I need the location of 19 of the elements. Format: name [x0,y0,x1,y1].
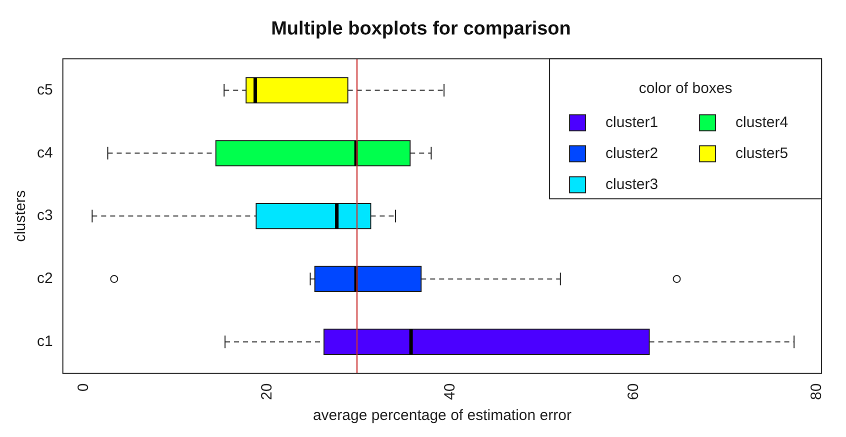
y-tick-label: c5 [37,81,53,98]
legend-label: cluster5 [736,144,788,162]
y-tick-label: c4 [37,144,53,162]
x-tick-label: 0 [75,383,92,392]
legend-title: color of boxes [638,80,732,97]
x-tick-label: 60 [624,383,642,400]
x-axis-title: average percentage of estimation error [312,407,572,424]
y-tick-label: c3 [37,207,53,224]
y-tick-label: c1 [37,333,53,350]
legend-label: cluster2 [606,144,658,162]
chart-title: Multiple boxplots for comparison [271,18,571,40]
legend-label: cluster1 [606,114,658,131]
legend-label: cluster4 [736,114,788,131]
y-axis-title: clusters [12,190,30,242]
legend-label: cluster3 [606,176,658,193]
y-tick-label: c2 [37,270,53,288]
x-tick-label: 20 [258,383,276,400]
x-tick-label: 80 [808,383,826,400]
x-tick-label: 40 [442,383,459,400]
